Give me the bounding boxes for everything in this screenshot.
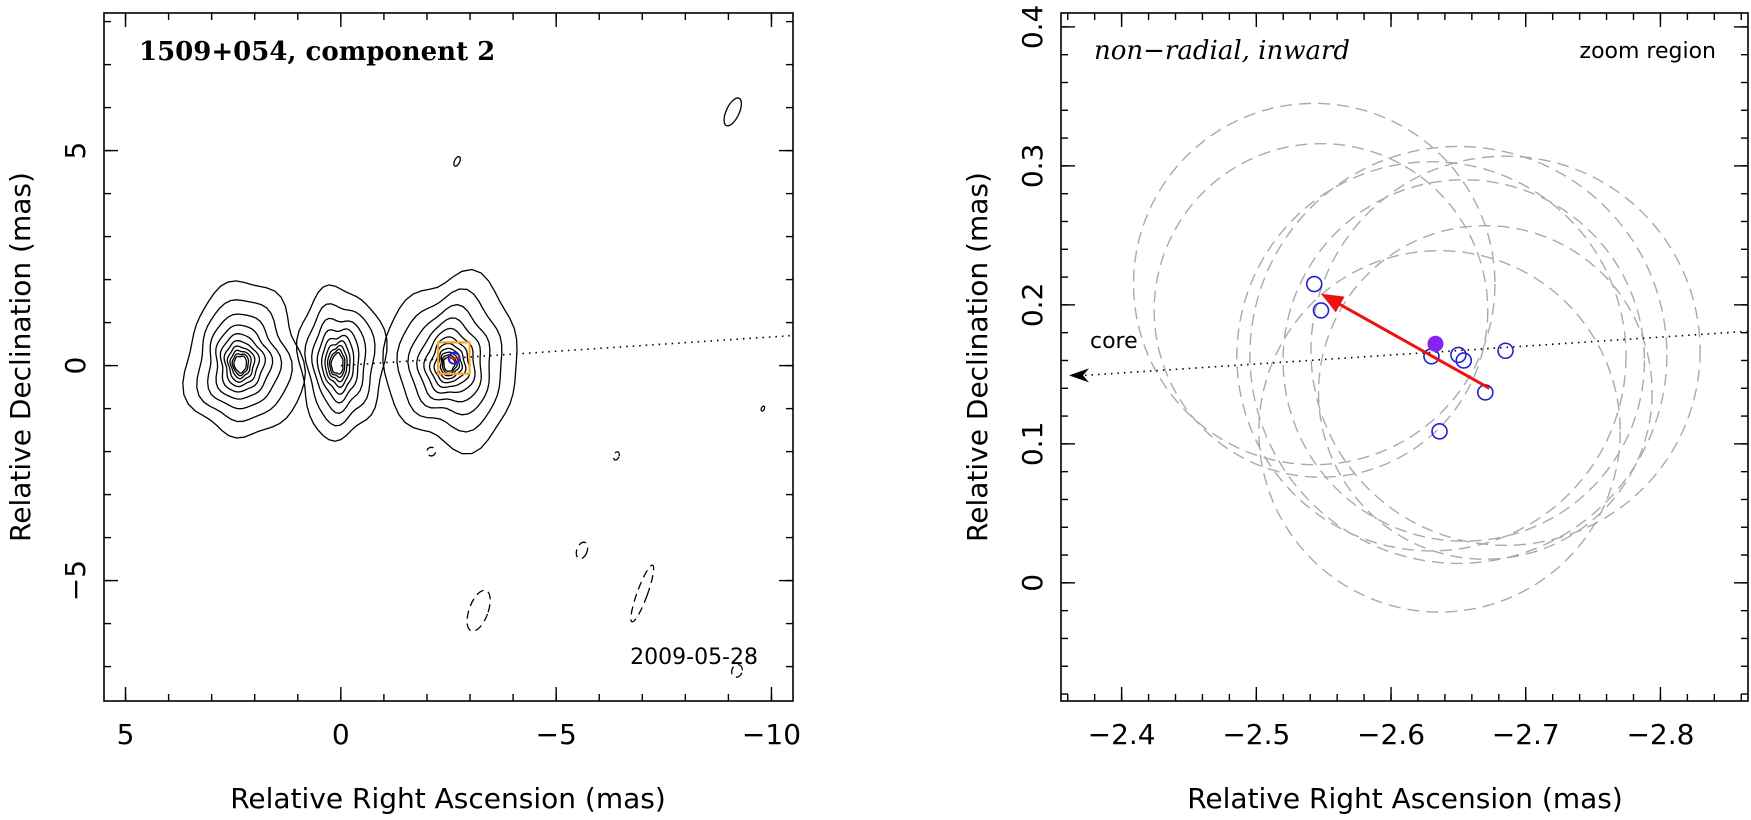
zoom-y-axis-label: Relative Declination (mas)	[961, 172, 994, 542]
position-point	[1450, 346, 1467, 364]
component-b-contour	[304, 303, 376, 427]
zoom-plot-area	[1069, 102, 1748, 613]
zoom-y-tick-label: 0.4	[1016, 5, 1049, 50]
component-c-contour	[396, 288, 503, 433]
contour-map-y-tick-label: −5	[59, 560, 92, 601]
contour-map-x-tick-label: 5	[117, 718, 135, 751]
contour-map-ticks: 5 0 −5 −10 5 0 −5	[59, 13, 801, 751]
negative-contour	[426, 446, 437, 457]
uncertainty-circle	[1153, 142, 1489, 478]
component-a-contour	[223, 339, 261, 388]
uncertainty-circle	[1236, 161, 1627, 552]
negative-contour	[466, 589, 491, 632]
component-b-contour	[326, 344, 348, 383]
zoom-y-tick-label: 0.2	[1016, 283, 1049, 328]
position-point	[1497, 342, 1514, 360]
negative-contour	[630, 564, 655, 623]
zoom-x-tick-label: −2.5	[1222, 718, 1290, 751]
uncertainty-circle	[1132, 102, 1496, 466]
zoom-y-tick-label: 0	[1016, 574, 1049, 592]
component-b-contour	[328, 348, 346, 379]
motion-arrow-shaft	[1328, 296, 1491, 390]
position-point	[1431, 423, 1448, 440]
uncertainty-circle	[1282, 179, 1646, 542]
component-a-contour	[226, 345, 256, 383]
contour-map-y-tick-label: 5	[59, 142, 92, 160]
jet-axis-line	[340, 334, 794, 367]
position-point	[1312, 302, 1330, 319]
component-c-contour	[416, 317, 482, 403]
contour-map-title: 1509+054, component 2	[139, 37, 495, 67]
contour-map-x-tick-label: −5	[536, 718, 577, 751]
epoch-label: 2009-05-28	[630, 645, 758, 670]
component-c-contour	[433, 342, 467, 384]
core-direction-arrowhead	[1069, 368, 1089, 383]
uncertainty-circle	[1249, 145, 1668, 565]
component-c-contour	[407, 303, 491, 416]
position-point	[1305, 275, 1323, 293]
zoom-x-tick-label: −2.6	[1357, 718, 1425, 751]
component-b-contour	[330, 351, 344, 375]
component-position-marker	[447, 351, 461, 365]
component-c-contour	[423, 327, 476, 394]
component-b-contour	[324, 340, 351, 389]
contour-map-panel: 5 0 −5 −10 5 0 −5 1509+054, component 2 2009-0…	[4, 12, 801, 815]
zoom-frame	[1060, 12, 1749, 702]
zoom-y-tick-label: 0.1	[1016, 422, 1049, 467]
negative-contour	[612, 451, 620, 461]
component-b-contour	[296, 284, 388, 442]
component-b-contour	[320, 334, 355, 395]
component-a-contour	[206, 313, 283, 410]
zoom-region-box	[437, 341, 471, 375]
core-label: core	[1090, 329, 1138, 354]
component-a-contour	[196, 299, 293, 423]
zoom-panel: −2.4 −2.5 −2.6 −2.7 −2.8 0 0.1 0.2 0.3 0.4 non−ra…	[961, 5, 1749, 815]
component-a-contour	[219, 333, 267, 393]
position-point	[1455, 352, 1473, 369]
zoom-title: non−radial, inward	[1094, 36, 1350, 66]
positive-contour-blob	[453, 155, 461, 167]
component-b-contour	[311, 317, 367, 414]
zoom-x-tick-label: −2.7	[1492, 718, 1560, 751]
contour-map-y-axis-label: Relative Declination (mas)	[4, 172, 37, 542]
component-a-contour	[215, 324, 274, 400]
contour-map-x-axis-label: Relative Right Ascension (mas)	[230, 782, 666, 815]
zoom-x-tick-label: −2.4	[1088, 718, 1156, 751]
contour-map-plot-area	[182, 97, 794, 678]
contour-map-y-tick-label: 0	[59, 357, 92, 375]
motion-arrow-head	[1320, 293, 1345, 313]
contour-map-x-tick-label: 0	[332, 718, 350, 751]
component-c-contour	[441, 354, 458, 374]
mean-position-point	[1427, 335, 1444, 352]
uncertainty-circle	[1317, 224, 1653, 560]
core-direction-line	[1084, 330, 1748, 377]
contour-map-x-tick-label: −10	[742, 718, 801, 751]
positive-contour-blob	[723, 97, 743, 127]
component-a-contour	[229, 349, 252, 380]
negative-contour	[731, 663, 744, 678]
positive-contour-blob	[760, 405, 766, 412]
zoom-region-label: zoom region	[1580, 39, 1716, 64]
uncertainty-circle	[1310, 155, 1701, 547]
negative-contour	[575, 541, 589, 560]
uncertainty-circle	[1258, 249, 1621, 613]
component-a-contour	[182, 280, 307, 439]
component-a-contour	[233, 355, 248, 374]
contour-map-frame	[103, 12, 794, 702]
zoom-x-axis-label: Relative Right Ascension (mas)	[1187, 782, 1623, 815]
zoom-ticks: −2.4 −2.5 −2.6 −2.7 −2.8 0 0.1 0.2 0.3 0.4	[1016, 5, 1748, 751]
zoom-x-tick-label: −2.8	[1626, 718, 1694, 751]
component-a-contour	[231, 353, 250, 377]
zoom-y-tick-label: 0.3	[1016, 144, 1049, 189]
component-c-contour	[382, 268, 518, 455]
component-b-contour	[316, 328, 360, 404]
